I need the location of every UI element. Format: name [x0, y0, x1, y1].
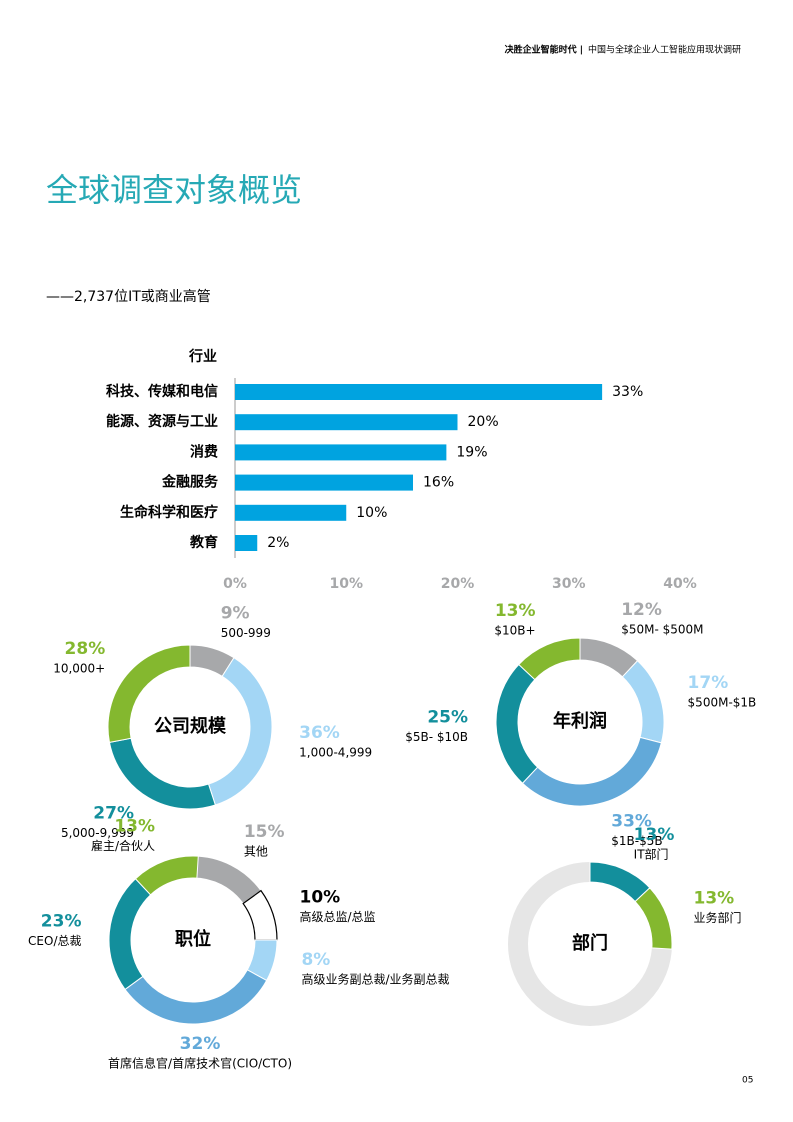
segment-label: $10B+ [494, 624, 535, 638]
bar [235, 444, 447, 461]
value-label: 2% [267, 535, 289, 551]
header-subtitle: 中国与全球企业人工智能应用现状调研 [588, 44, 741, 56]
value-label: 36% [299, 723, 340, 743]
segment-label: CEO/总裁 [28, 934, 81, 948]
segment-label: $500M-$1B [688, 695, 757, 709]
category-label: 能源、资源与工业 [106, 413, 218, 430]
value-label: 33% [612, 384, 643, 400]
page-subtitle: ——2,737位IT或商业高管 [46, 288, 211, 305]
segment-label: 首席信息官/首席技术官(CIO/CTO) [108, 1055, 292, 1070]
value-label: 13% [114, 817, 155, 837]
donut-segment [108, 737, 216, 810]
value-label: 32% [180, 1034, 221, 1054]
category-label: 消费 [190, 443, 218, 460]
donut-segment [521, 736, 662, 807]
segment-label: 5,000-9,999 [61, 826, 134, 840]
page-number: 05 [742, 1076, 753, 1086]
x-tick-label: 0% [223, 576, 247, 592]
donut-segment [108, 878, 152, 991]
donut-segment [134, 855, 199, 896]
value-label: 17% [688, 673, 729, 693]
x-tick-label: 40% [663, 576, 697, 592]
bar [235, 474, 413, 491]
donut-segment [621, 660, 665, 744]
segment-label: $5B- $10B [405, 730, 468, 744]
x-tick-label: 20% [441, 576, 475, 592]
category-label: 科技、传媒和电信 [106, 383, 218, 400]
value-label: 23% [41, 911, 82, 931]
donut-center-label: 职位 [175, 928, 211, 950]
segment-label: 1,000-4,999 [299, 745, 372, 759]
value-label: 10% [356, 505, 387, 521]
x-tick-label: 10% [329, 576, 363, 592]
value-label: 8% [301, 950, 330, 970]
value-label: 13% [693, 889, 734, 909]
category-label: 金融服务 [161, 474, 219, 491]
value-label: 25% [427, 708, 468, 728]
segment-label: 雇主/合伙人 [91, 838, 155, 853]
donut-segment [495, 663, 539, 784]
bar [235, 535, 258, 551]
segment-label: $1B-$5B [611, 834, 662, 848]
value-label: 13% [495, 601, 536, 621]
value-label: 28% [65, 639, 106, 659]
segment-label: 业务部门 [693, 910, 741, 925]
donut-center-label: 公司规模 [154, 715, 227, 737]
segment-label: 高级总监/总监 [300, 909, 376, 924]
value-label: 10% [300, 887, 341, 907]
segment-label: IT部门 [634, 847, 669, 862]
donut-center-label: 部门 [572, 932, 608, 954]
bar [235, 504, 347, 521]
value-label: 9% [221, 603, 250, 623]
value-label: 27% [93, 804, 134, 824]
header-brand: 决胜企业智能时代 | [505, 44, 583, 56]
bar [235, 384, 603, 400]
axis-title: 行业 [188, 348, 217, 365]
donut-segment [124, 969, 268, 1025]
segment-label: 500-999 [221, 626, 271, 640]
x-tick-label: 30% [552, 576, 586, 592]
value-label: 19% [456, 444, 487, 460]
category-label: 生命科学和医疗 [120, 504, 218, 521]
segment-label: $50M- $500M [621, 622, 703, 636]
value-label: 20% [468, 414, 499, 430]
segment-label: 10,000+ [53, 661, 105, 675]
value-label: 12% [621, 600, 662, 620]
category-label: 教育 [190, 534, 218, 551]
segment-label: 其他 [244, 845, 268, 859]
donut-segment [518, 637, 581, 681]
donut-segment [192, 855, 262, 905]
donut-segment [634, 887, 673, 950]
donut-center-label: 年利润 [553, 710, 607, 732]
value-label: 16% [423, 475, 454, 491]
donut-segment [107, 644, 191, 743]
segment-label: 高级业务副总裁/业务副总裁 [301, 971, 449, 986]
bar [235, 414, 458, 431]
value-label: 13% [634, 825, 675, 845]
value-label: 15% [244, 822, 285, 842]
page-title: 全球调查对象概览 [46, 171, 302, 209]
value-label: 33% [611, 812, 652, 832]
